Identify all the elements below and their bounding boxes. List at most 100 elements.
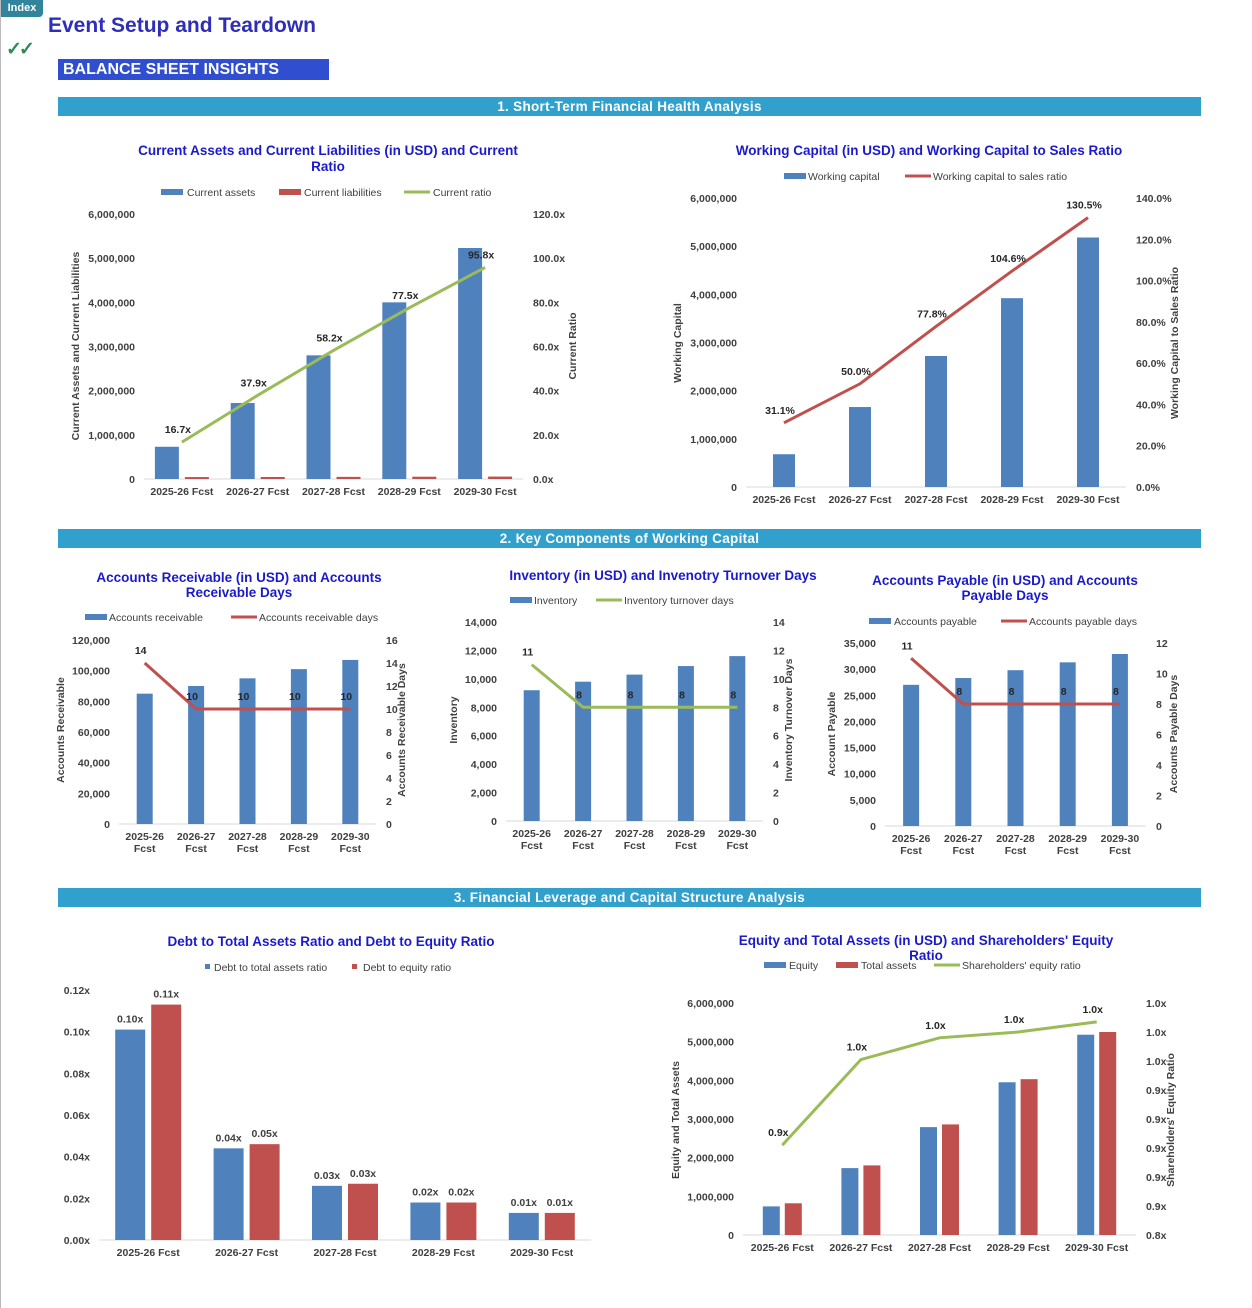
bar-working-capital bbox=[1001, 298, 1023, 487]
y-tick-label: 15,000 bbox=[844, 743, 876, 755]
bar-working-capital bbox=[773, 454, 795, 487]
y-tick-label: 20,000 bbox=[844, 716, 876, 728]
bar-accounts-receivable bbox=[136, 693, 153, 824]
x-tick-label-part: Fcst bbox=[1109, 845, 1131, 857]
chart-title: Ratio bbox=[909, 948, 943, 963]
y2-tick-label: 0 bbox=[386, 819, 392, 831]
legend-swatch bbox=[784, 173, 806, 179]
index-tab[interactable]: Index bbox=[1, 0, 43, 17]
x-tick-label: 2025-26 Fcst bbox=[125, 831, 164, 855]
y-tick-label: 3,000,000 bbox=[690, 338, 737, 350]
x-tick-label-part: 2026-27 bbox=[177, 831, 216, 843]
y2-tick-label: 10 bbox=[1156, 669, 1168, 681]
x-tick-label: 2026-27 Fcst bbox=[828, 494, 892, 506]
x-tick-label: 2025-26 Fcst bbox=[892, 833, 931, 857]
x-tick-label-part: Fcst bbox=[1005, 845, 1027, 857]
chart-c5: Accounts Payable (in USD) and AccountsPa… bbox=[826, 573, 1180, 857]
legend-label: Equity bbox=[789, 960, 819, 972]
x-tick-label: 2028-29 Fcst bbox=[980, 494, 1044, 506]
chart-c2: Working Capital (in USD) and Working Cap… bbox=[672, 143, 1181, 506]
line-data-label: 1.0x bbox=[847, 1042, 868, 1054]
y2-tick-label: 1.0x bbox=[1146, 1027, 1167, 1039]
legend-swatch bbox=[764, 962, 786, 968]
x-tick-label-part: 2027-28 bbox=[228, 831, 267, 843]
bar-total-assets bbox=[1099, 1032, 1117, 1235]
y-tick-label: 4,000,000 bbox=[88, 297, 135, 309]
y-tick-label: 2,000 bbox=[471, 788, 497, 800]
x-tick-label: 2027-28 Fcst bbox=[996, 833, 1035, 857]
bar-current-liabilities bbox=[488, 476, 513, 479]
y-tick-label: 0.02x bbox=[64, 1193, 90, 1205]
chart-title: Debt to Total Assets Ratio and Debt to E… bbox=[167, 934, 494, 949]
line-data-label: 77.8% bbox=[917, 308, 947, 320]
bar-total-assets bbox=[784, 1203, 802, 1235]
bar-current-liabilities bbox=[260, 476, 285, 479]
y2-tick-label: 8 bbox=[386, 727, 392, 739]
y2-tick-label: 8 bbox=[1156, 699, 1162, 711]
x-tick-label-part: Fcst bbox=[185, 843, 207, 855]
y-tick-label: 2,000,000 bbox=[88, 386, 135, 398]
bar-equity bbox=[841, 1168, 859, 1235]
y-tick-label: 10,000 bbox=[465, 674, 497, 686]
y2-tick-label: 0.9x bbox=[1146, 1085, 1167, 1097]
y-tick-label: 0 bbox=[491, 816, 497, 828]
legend-label: Current assets bbox=[187, 187, 255, 199]
y-tick-label: 0.00x bbox=[64, 1235, 90, 1247]
bar-debt-to-total-assets-ratio bbox=[508, 1212, 539, 1240]
y-tick-label: 80,000 bbox=[78, 696, 110, 708]
bar-data-label: 0.02x bbox=[412, 1187, 438, 1199]
y-tick-label: 12,000 bbox=[465, 645, 497, 657]
bar-equity bbox=[1077, 1034, 1095, 1235]
x-tick-label-part: Fcst bbox=[340, 843, 362, 855]
bar-debt-to-equity-ratio bbox=[151, 1004, 182, 1240]
bar-inventory bbox=[523, 690, 540, 821]
y-tick-label: 0.12x bbox=[64, 985, 90, 997]
chart-title: Current Assets and Current Liabilities (… bbox=[138, 143, 518, 158]
line-series bbox=[530, 663, 738, 709]
y-tick-label: 6,000 bbox=[471, 731, 497, 743]
y-tick-label: 4,000 bbox=[471, 759, 497, 771]
chart-title: Payable Days bbox=[961, 588, 1048, 603]
legend-label: Accounts receivable bbox=[109, 612, 203, 624]
line-series bbox=[781, 1020, 1097, 1147]
line-data-label: 37.9x bbox=[241, 377, 267, 389]
x-tick-label: 2026-27 Fcst bbox=[177, 831, 216, 855]
legend-label: Current ratio bbox=[433, 187, 492, 199]
line-data-label: 50.0% bbox=[841, 366, 871, 378]
y2-tick-label: 2 bbox=[1156, 791, 1162, 803]
x-tick-label-part: Fcst bbox=[624, 840, 646, 852]
line-data-label: 95.8x bbox=[468, 249, 494, 261]
x-tick-label-part: Fcst bbox=[727, 840, 749, 852]
bar-equity bbox=[998, 1082, 1016, 1235]
y-tick-label: 8,000 bbox=[471, 702, 497, 714]
x-tick-label-part: 2028-29 bbox=[667, 828, 706, 840]
line-data-label: 8 bbox=[1061, 686, 1067, 698]
legend-swatch bbox=[596, 598, 622, 602]
y2-tick-label: 14 bbox=[386, 658, 398, 670]
y2-axis-title: Shareholders' Equity Ratio bbox=[1165, 1053, 1177, 1187]
y2-tick-label: 0.0x bbox=[533, 474, 554, 486]
y2-tick-label: 12 bbox=[1156, 638, 1168, 650]
bar-accounts-payable bbox=[955, 678, 972, 826]
y-axis-title: Accounts Receivable bbox=[55, 677, 67, 783]
bar-accounts-receivable bbox=[239, 678, 256, 824]
y-axis-title: Inventory bbox=[448, 696, 460, 743]
line-data-label: 77.5x bbox=[392, 290, 418, 302]
y2-tick-label: 0.9x bbox=[1146, 1172, 1167, 1184]
y2-tick-label: 2 bbox=[386, 796, 392, 808]
y2-tick-label: 20.0% bbox=[1136, 441, 1166, 453]
bar-debt-to-equity-ratio bbox=[544, 1212, 575, 1240]
y2-tick-label: 16 bbox=[386, 635, 398, 647]
x-tick-label: 2027-28 Fcst bbox=[615, 828, 654, 852]
legend-label: Working capital bbox=[808, 171, 880, 183]
x-tick-label: 2028-29 Fcst bbox=[378, 486, 442, 498]
x-tick-label: 2029-30 Fcst bbox=[510, 1247, 574, 1259]
y-tick-label: 0 bbox=[731, 482, 737, 494]
line-data-label: 11 bbox=[522, 647, 533, 659]
y2-tick-label: 40.0% bbox=[1136, 399, 1166, 411]
y-tick-label: 5,000,000 bbox=[690, 241, 737, 253]
y2-axis-title: Working Capital to Sales Ratio bbox=[1169, 267, 1181, 419]
legend-swatch bbox=[352, 964, 357, 969]
bar-current-liabilities bbox=[336, 476, 361, 479]
